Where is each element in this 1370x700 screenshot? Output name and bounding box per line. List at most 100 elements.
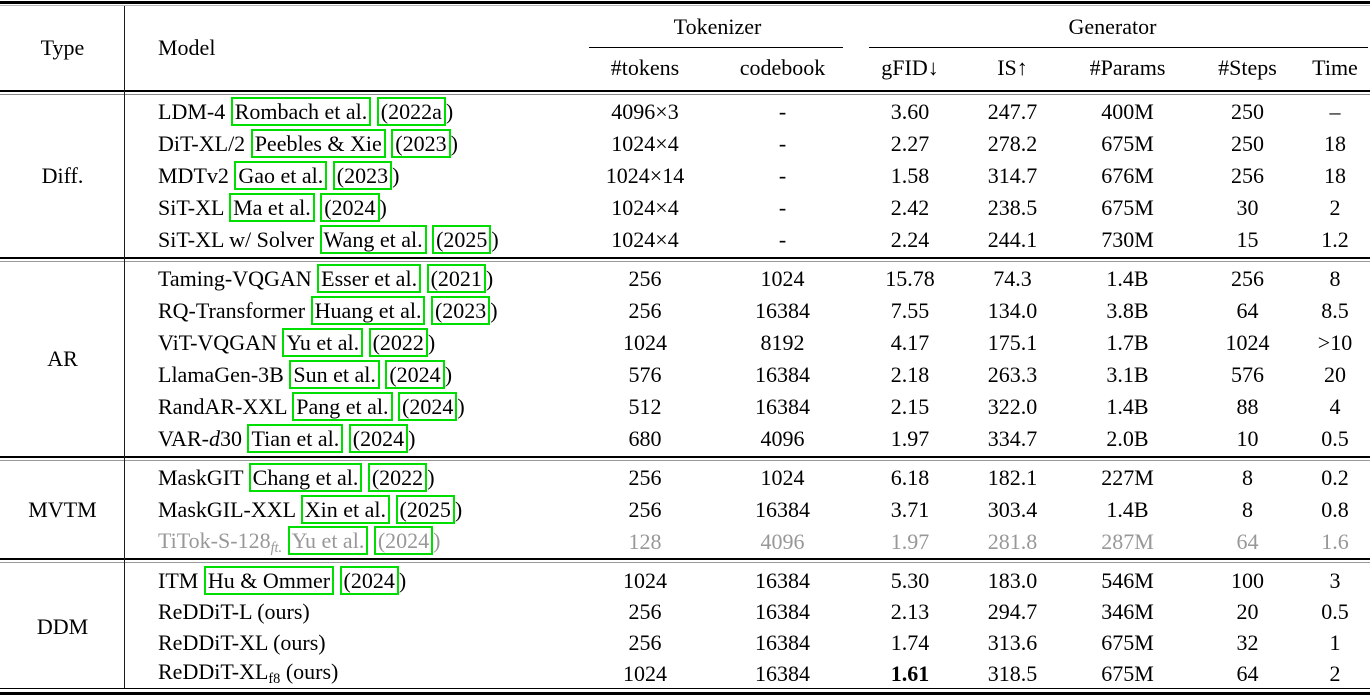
cell-steps: 256: [1231, 266, 1264, 291]
cell-params: 730M: [1101, 227, 1154, 252]
citation-link[interactable]: Hu & Ommer: [203, 565, 335, 595]
group-type-label: DDM: [36, 614, 89, 639]
header-rule-thin: [0, 94, 1370, 95]
cell-time: 1.2: [1321, 227, 1349, 252]
model-text: MDTv2: [158, 163, 235, 188]
cell-gfid: 2.15: [890, 394, 930, 419]
citation-link[interactable]: Peebles & Xie: [250, 129, 386, 158]
cell-is: 322.0: [987, 394, 1038, 419]
cell-codebook: 16384: [755, 394, 810, 419]
citation-link[interactable]: Gao et al.: [234, 161, 328, 190]
cell-codebook: -: [778, 131, 787, 156]
citation-link[interactable]: Xin et al.: [300, 495, 391, 524]
cell-model: ITM Hu & Ommer (2024): [125, 565, 580, 595]
cell-params: 1.4B: [1106, 394, 1149, 419]
cell-model: RQ-Transformer Huang et al. (2023): [125, 296, 580, 325]
citation-link[interactable]: Pang et al.: [292, 392, 393, 421]
cell-model: ReDDiT-XLf8 (ours): [125, 659, 580, 688]
cell-is: 313.6: [987, 629, 1038, 655]
cell-tokens: 1024: [623, 330, 667, 355]
citation-link[interactable]: (2023: [391, 129, 451, 158]
separator-diff-ar-thin: [0, 261, 1370, 262]
cell-is: 314.7: [987, 163, 1038, 188]
citation-link[interactable]: Esser et al.: [317, 264, 422, 293]
cell-codebook: -: [778, 195, 787, 220]
cell-is: 247.7: [987, 99, 1038, 124]
model-text: MaskGIL-XXL: [158, 497, 301, 522]
group-mvtm: MVTM MaskGIT Chang et al. (2022) 256 1024 6.…: [0, 462, 1370, 558]
cell-tokens: 128: [628, 529, 662, 554]
model-text: SiT-XL w/ Solver: [158, 227, 320, 252]
citation-link[interactable]: (2024: [320, 193, 380, 222]
top-rule: [0, 1, 1370, 4]
model-text: DiT-XL/2: [158, 131, 251, 156]
separator-mvtm-ddm-thin: [0, 562, 1370, 563]
separator-ar-mvtm: [0, 456, 1370, 458]
citation-link[interactable]: (2024: [373, 525, 434, 555]
citation-link[interactable]: Tian et al.: [247, 424, 344, 453]
sub-header-row: #tokens codebook gFID↓ IS↑ #Params #Step…: [580, 48, 1370, 88]
citation-link[interactable]: (2025: [395, 495, 455, 524]
cell-params: 675M: [1101, 660, 1154, 686]
header-group-tokenizer: Tokenizer: [673, 14, 762, 39]
cell-params: 1.4B: [1106, 497, 1149, 522]
cell-model: VAR-d30 Tian et al. (2024): [125, 424, 580, 453]
group-type-label: AR: [47, 346, 78, 371]
separator-ar-mvtm-thin: [0, 460, 1370, 461]
cell-gfid: 1.97: [890, 426, 930, 451]
model-text: ViT-VQGAN: [158, 330, 283, 355]
citation-link[interactable]: (2023: [430, 296, 491, 325]
citation-link[interactable]: Huang et al.: [310, 296, 426, 325]
citation-link[interactable]: (2022a: [376, 97, 446, 126]
cell-codebook: 16384: [755, 598, 810, 624]
cell-codebook: 16384: [755, 660, 810, 686]
citation-link[interactable]: (2022: [367, 463, 428, 492]
cell-gfid: 2.13: [890, 598, 930, 624]
citation-link[interactable]: (2024: [348, 424, 409, 453]
cell-steps: 250: [1231, 99, 1264, 124]
model-text: ): [392, 163, 400, 188]
citation-link[interactable]: (2024: [385, 360, 445, 389]
model-text: ): [445, 99, 454, 124]
header-type: Type: [40, 35, 85, 60]
cell-time: 1: [1329, 629, 1341, 655]
cell-time: 0.5: [1321, 426, 1349, 451]
citation-link[interactable]: (2023: [332, 161, 393, 190]
cell-tokens: 256: [628, 497, 662, 522]
citation-link[interactable]: (2022: [368, 328, 428, 357]
cell-is: 334.7: [987, 426, 1038, 451]
model-text: ): [379, 195, 387, 220]
cell-steps: 64: [1236, 529, 1259, 554]
model-text: ReDDiT-L (ours): [158, 598, 310, 624]
model-text: [343, 426, 349, 451]
citation-link[interactable]: (2021: [426, 264, 486, 293]
cell-steps: 576: [1231, 362, 1264, 387]
citation-link[interactable]: Ma et al.: [229, 193, 315, 222]
cell-tokens: 1024×4: [611, 227, 679, 252]
model-text: MaskGIT: [158, 465, 249, 490]
cell-model: DiT-XL/2 Peebles & Xie (2023): [125, 129, 580, 158]
model-text: [327, 163, 333, 188]
cell-params: 675M: [1101, 131, 1154, 156]
column-divider: [124, 6, 125, 688]
cell-model: TiTok-S-128ft. Yu et al. (2024): [125, 525, 580, 557]
cell-steps: 30: [1236, 195, 1259, 220]
citation-link[interactable]: (2024: [398, 392, 458, 421]
citation-link[interactable]: Chang et al.: [248, 463, 363, 492]
citation-link[interactable]: (2024: [339, 565, 399, 595]
citation-link[interactable]: (2025: [432, 225, 492, 254]
citation-link[interactable]: Yu et al.: [287, 525, 369, 555]
top-rule-shadow: [0, 5, 1370, 6]
cell-codebook: 16384: [755, 567, 810, 593]
cell-codebook: 4096: [760, 426, 805, 451]
cell-steps: 1024: [1225, 330, 1270, 355]
citation-link[interactable]: Sun et al.: [289, 360, 380, 389]
header-col-codebook: codebook: [739, 55, 826, 80]
citation-link[interactable]: Wang et al.: [319, 225, 427, 254]
citation-link[interactable]: Yu et al.: [282, 328, 364, 357]
bottom-rule-thin: [0, 688, 1370, 689]
cell-codebook: 8192: [760, 330, 805, 355]
cell-model: MDTv2 Gao et al. (2023): [125, 161, 580, 190]
citation-link[interactable]: Rombach et al.: [230, 97, 372, 126]
